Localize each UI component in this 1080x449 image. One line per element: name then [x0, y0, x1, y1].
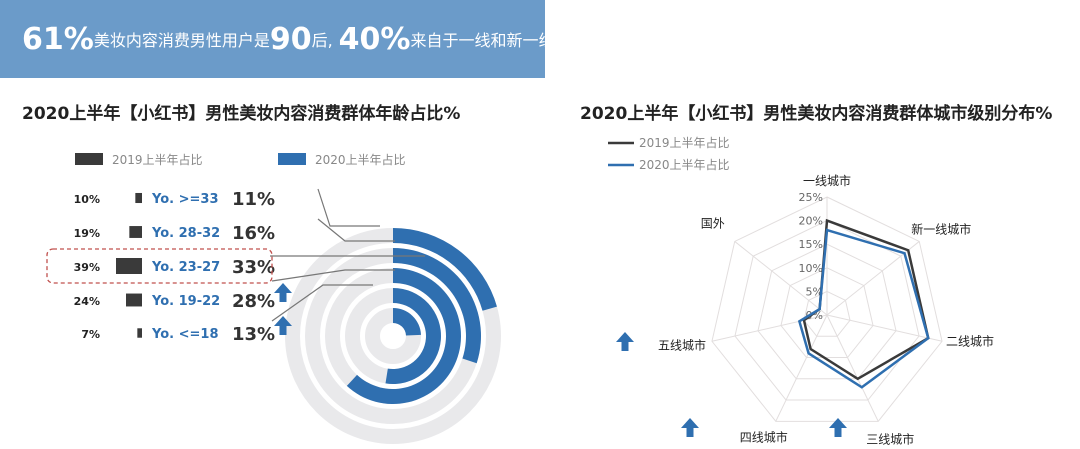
category-label: Yo. 23-27 [151, 260, 220, 275]
city-chart-title: 2020上半年【小红书】男性美妆内容消费群体城市级别分布% [580, 104, 1053, 124]
legend-label-2019: 2019上半年占比 [639, 135, 730, 150]
highlight-box [46, 248, 273, 284]
age-chart-title: 2020上半年【小红书】男性美妆内容消费群体年龄占比% [22, 104, 461, 124]
label-2020: 33% [232, 257, 275, 278]
connector-line [317, 188, 380, 227]
up-arrow-icon [616, 332, 634, 351]
connector-line [271, 284, 373, 322]
radar-tick-label: 25% [799, 191, 823, 204]
arc-2020 [346, 268, 461, 404]
radar-category-label: 新一线城市 [911, 221, 971, 236]
category-label: Yo. 28-32 [151, 226, 220, 241]
summary-banner: 61% 美妆内容消费男性用户是 90 后, 40% 来自于一线和新一线城市 [0, 0, 587, 78]
radar-tick-label: 10% [799, 262, 823, 275]
label-2019: 39% [74, 261, 100, 274]
radar-category-label: 四线城市 [740, 429, 788, 444]
arc-2020 [393, 248, 481, 364]
banner-percent-2: 90 [269, 21, 312, 57]
radar-spoke [775, 314, 828, 422]
radar-grid [734, 220, 920, 401]
label-2019: 24% [74, 295, 100, 308]
banner-percent-3: 40% [338, 21, 411, 57]
radar-category-label: 三线城市 [866, 431, 914, 446]
label-2019: 19% [74, 227, 100, 240]
radar-grid [780, 267, 874, 359]
radar-grid [803, 290, 851, 337]
up-arrow-icon [829, 418, 847, 437]
up-arrow-icon [681, 418, 699, 437]
connector-line [317, 218, 395, 242]
radar-grid [711, 196, 943, 422]
label-2019: 10% [74, 193, 100, 206]
radar-tick-label: 5% [806, 285, 823, 298]
arc-2020 [393, 308, 421, 336]
arc-2020 [393, 228, 497, 311]
legend-swatch-2020 [278, 153, 306, 165]
series-line-2020 [797, 228, 930, 389]
legend-label-2020: 2020上半年占比 [639, 157, 730, 172]
bar-2019 [137, 328, 142, 338]
category-label: Yo. <=18 [151, 327, 219, 342]
radar-spoke [711, 314, 828, 342]
radar-spoke [826, 314, 879, 422]
label-2020: 28% [232, 291, 275, 312]
radar-grid [757, 243, 897, 380]
age-chart: 2019上半年占比 2020上半年占比 10% Yo. >=33 11% 19% Yo. 2… [46, 152, 501, 444]
radar-tick-label: 0% [806, 309, 823, 322]
label-2020: 16% [232, 223, 275, 244]
radar-category-label: 一线城市 [803, 173, 851, 188]
series-line-2019 [802, 218, 930, 381]
banner-text-3: 来自于一线和新一线城市 [410, 31, 587, 50]
bar-2019 [126, 293, 142, 307]
radar-category-label: 二线城市 [946, 333, 994, 348]
arc-2020 [385, 288, 442, 384]
label-2019: 7% [81, 328, 100, 341]
radar-category-label: 国外 [701, 216, 725, 230]
connector-line [271, 269, 395, 282]
legend-label-2020: 2020上半年占比 [315, 152, 406, 167]
category-label: Yo. >=33 [151, 192, 219, 207]
label-2020: 13% [232, 324, 275, 345]
radar-spoke [826, 241, 920, 316]
banner-text-1: 美妆内容消费男性用户是 [93, 31, 270, 50]
label-2020: 11% [232, 189, 275, 210]
up-arrow-icon [274, 316, 292, 335]
up-arrow-icon [274, 283, 292, 302]
banner-percent-1: 61% [22, 21, 94, 57]
radar-category-label: 五线城市 [658, 337, 706, 352]
legend-label-2019: 2019上半年占比 [112, 152, 203, 167]
category-label: Yo. 19-22 [151, 294, 220, 309]
bar-2019 [135, 192, 142, 204]
banner-text-2: 后, [311, 31, 333, 50]
radar-tick-label: 20% [799, 215, 823, 228]
legend-swatch-2019 [75, 153, 103, 165]
bar-2019 [129, 226, 142, 238]
radar-spoke [734, 241, 828, 316]
bar-2019 [116, 258, 142, 274]
radar-tick-label: 15% [799, 238, 823, 251]
radar-spoke [826, 314, 943, 342]
